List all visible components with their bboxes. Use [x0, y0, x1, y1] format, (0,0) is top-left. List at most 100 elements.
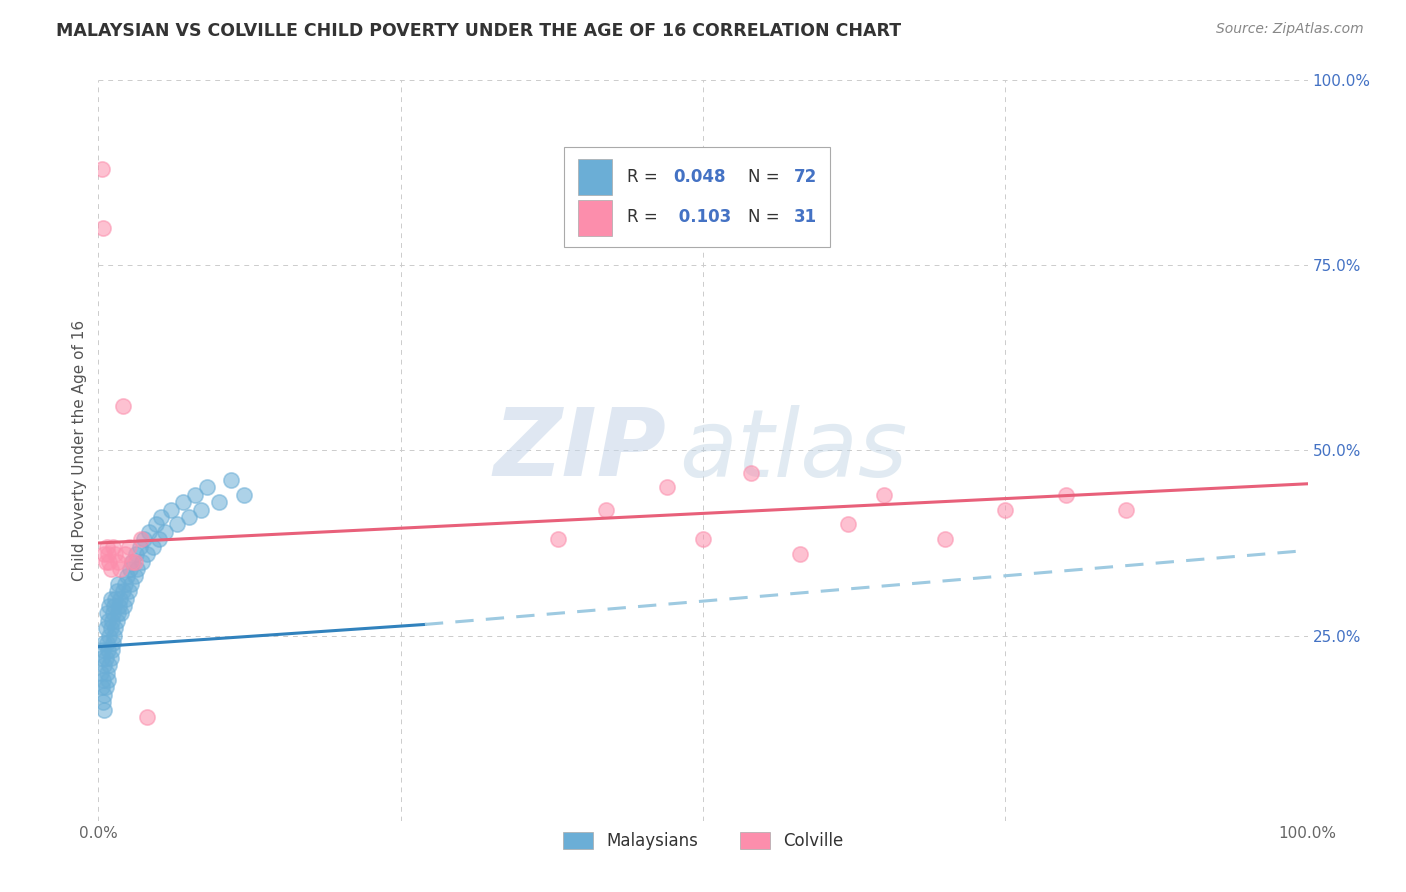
Point — [91, 673, 114, 687]
Point — [124, 555, 146, 569]
Text: Source: ZipAtlas.com: Source: ZipAtlas.com — [1216, 22, 1364, 37]
Point — [114, 547, 136, 561]
Point — [105, 584, 128, 599]
Point — [91, 681, 114, 695]
Point — [789, 547, 811, 561]
Point — [1054, 488, 1077, 502]
Point — [93, 636, 115, 650]
Point — [100, 621, 122, 635]
Point — [103, 599, 125, 613]
Text: atlas: atlas — [679, 405, 907, 496]
Text: N =: N = — [748, 168, 785, 186]
Y-axis label: Child Poverty Under the Age of 16: Child Poverty Under the Age of 16 — [72, 320, 87, 581]
Point — [692, 533, 714, 547]
Point — [100, 591, 122, 606]
Point — [104, 591, 127, 606]
Point — [98, 555, 121, 569]
Point — [96, 636, 118, 650]
Text: 0.103: 0.103 — [672, 208, 731, 227]
Point — [97, 673, 120, 687]
Point — [112, 599, 135, 613]
Point — [134, 533, 156, 547]
Point — [221, 473, 243, 487]
Point — [94, 650, 117, 665]
Point — [91, 221, 114, 235]
Point — [98, 599, 121, 613]
Point — [96, 607, 118, 621]
Point — [1115, 502, 1137, 516]
Point — [118, 562, 141, 576]
Point — [97, 547, 120, 561]
Point — [90, 665, 112, 680]
Text: 31: 31 — [793, 208, 817, 227]
Point — [96, 665, 118, 680]
Point — [129, 533, 152, 547]
Point — [166, 517, 188, 532]
Text: N =: N = — [748, 208, 785, 227]
Point — [107, 555, 129, 569]
Point — [104, 547, 127, 561]
Text: 0.048: 0.048 — [672, 168, 725, 186]
Point — [150, 510, 173, 524]
Point — [153, 524, 176, 539]
Point — [91, 643, 114, 657]
Point — [93, 703, 115, 717]
Point — [107, 607, 129, 621]
Point — [117, 569, 139, 583]
Point — [208, 495, 231, 509]
Legend: Malaysians, Colville: Malaysians, Colville — [557, 825, 849, 856]
Point — [100, 562, 122, 576]
Point — [111, 584, 134, 599]
Point — [100, 614, 122, 628]
Point — [135, 710, 157, 724]
Point — [94, 681, 117, 695]
Point — [873, 488, 896, 502]
Point — [105, 614, 128, 628]
Point — [160, 502, 183, 516]
Point — [145, 517, 167, 532]
Point — [94, 555, 117, 569]
Point — [108, 591, 131, 606]
Point — [96, 540, 118, 554]
Point — [97, 614, 120, 628]
Point — [107, 576, 129, 591]
Point — [934, 533, 956, 547]
Point — [110, 607, 132, 621]
FancyBboxPatch shape — [578, 160, 613, 195]
Point — [148, 533, 170, 547]
Point — [118, 584, 141, 599]
Point — [115, 591, 138, 606]
Point — [103, 628, 125, 642]
Point — [100, 650, 122, 665]
Point — [837, 517, 859, 532]
Point — [142, 540, 165, 554]
Point — [91, 162, 114, 177]
Point — [93, 688, 115, 702]
Point — [98, 628, 121, 642]
Point — [108, 562, 131, 576]
Point — [135, 547, 157, 561]
Point — [91, 695, 114, 709]
Point — [104, 621, 127, 635]
Point — [101, 540, 124, 554]
Text: ZIP: ZIP — [494, 404, 666, 497]
Point — [179, 510, 201, 524]
Point — [108, 599, 131, 613]
Point — [120, 576, 142, 591]
Point — [740, 466, 762, 480]
Text: R =: R = — [627, 208, 662, 227]
FancyBboxPatch shape — [564, 147, 830, 247]
Point — [595, 502, 617, 516]
Point — [124, 569, 146, 583]
Point — [114, 576, 136, 591]
Point — [121, 555, 143, 569]
Point — [93, 547, 115, 561]
Point — [172, 495, 194, 509]
Point — [94, 621, 117, 635]
Point — [195, 480, 218, 494]
Point — [138, 524, 160, 539]
Point — [655, 480, 678, 494]
Point — [184, 488, 207, 502]
Point — [101, 607, 124, 621]
Point — [121, 555, 143, 569]
